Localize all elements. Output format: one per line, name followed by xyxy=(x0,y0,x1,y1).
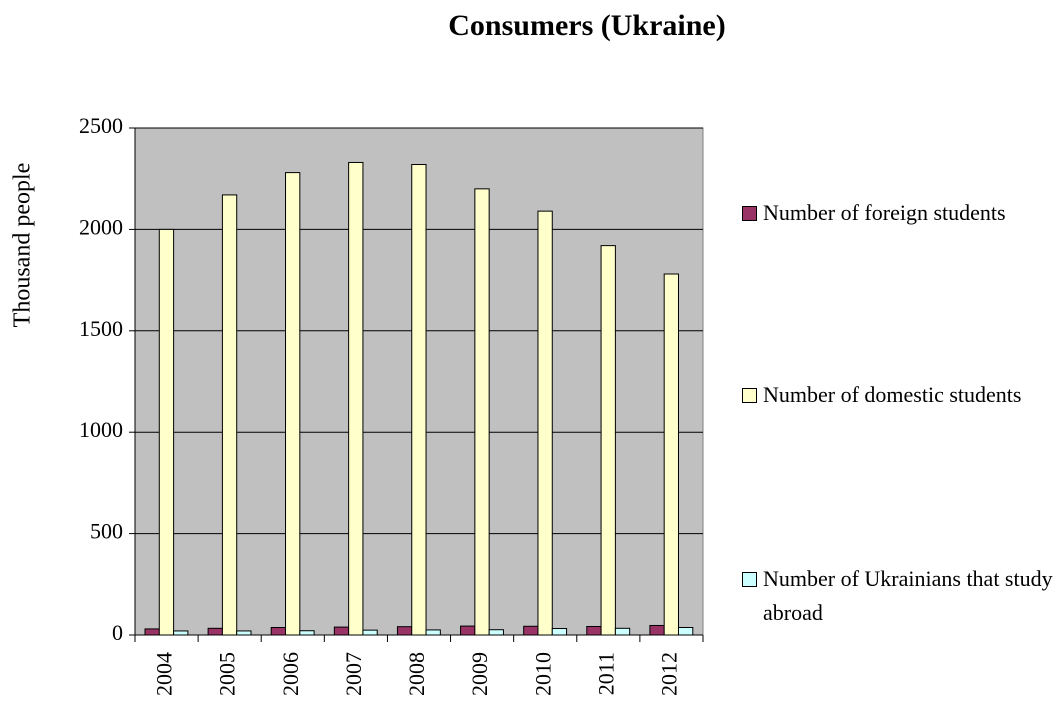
y-tick-label: 2000 xyxy=(79,214,123,239)
bar xyxy=(236,630,252,636)
bar xyxy=(677,626,694,636)
bar xyxy=(144,628,160,636)
bar xyxy=(460,625,476,636)
legend-label: Number of Ukrainians that study abroad xyxy=(763,566,1053,625)
x-tick-label: 2012 xyxy=(656,652,681,696)
legend-swatch xyxy=(742,572,757,587)
bar xyxy=(600,245,616,636)
bar xyxy=(285,172,301,636)
bar xyxy=(270,626,287,636)
x-tick-label: 2008 xyxy=(404,652,429,696)
legend-item: Number of domestic students xyxy=(742,378,1053,412)
bar xyxy=(348,161,364,636)
bar xyxy=(207,627,223,636)
y-tick-label: 1000 xyxy=(79,417,123,442)
legend-item: Number of foreign students xyxy=(742,196,1053,230)
y-tick-label: 500 xyxy=(90,519,123,544)
bar xyxy=(537,210,553,636)
bar xyxy=(614,627,631,636)
x-tick-label: 2007 xyxy=(341,652,366,696)
bar xyxy=(488,629,504,636)
chart-title: Consumers (Ukraine) xyxy=(448,9,726,42)
bar xyxy=(411,164,427,636)
bar xyxy=(586,625,602,636)
legend-label: Number of foreign students xyxy=(763,200,1006,225)
bar xyxy=(649,624,665,636)
bar xyxy=(333,626,350,636)
legend-swatch xyxy=(742,206,757,221)
legend-swatch xyxy=(742,388,757,403)
x-tick-label: 2009 xyxy=(467,652,492,696)
y-axis-label: Thousand people xyxy=(10,163,36,328)
x-tick-label: 2011 xyxy=(593,652,618,695)
bar xyxy=(158,228,175,636)
bar xyxy=(396,626,413,636)
legend-item: Number of Ukrainians that study abroad xyxy=(742,562,1053,630)
bar xyxy=(362,629,378,636)
x-tick-label: 2010 xyxy=(530,652,555,696)
y-tick-label: 0 xyxy=(112,620,123,645)
y-tick-label: 2500 xyxy=(79,113,123,138)
x-tick-label: 2005 xyxy=(215,652,240,696)
bar xyxy=(551,628,568,636)
bar xyxy=(173,630,189,636)
y-tick-label: 1500 xyxy=(79,316,123,341)
bar xyxy=(425,629,441,636)
bar xyxy=(221,194,238,636)
bar xyxy=(299,630,315,636)
bar xyxy=(663,273,679,636)
x-tick-label: 2006 xyxy=(278,652,303,696)
bar xyxy=(523,625,539,636)
x-tick-label: 2004 xyxy=(152,652,177,696)
bar xyxy=(474,188,490,636)
legend-label: Number of domestic students xyxy=(763,382,1022,407)
